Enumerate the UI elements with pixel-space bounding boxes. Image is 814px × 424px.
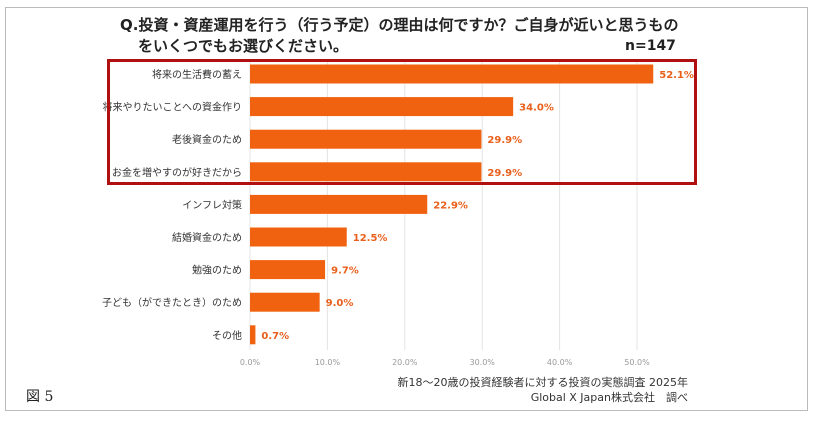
value-label: 22.9% — [433, 200, 468, 211]
value-label: 9.0% — [326, 298, 354, 309]
source-note: 新18～20歳の投資経験者に対する投資の実態調査 2025年 Global X … — [398, 375, 688, 405]
value-label: 34.0% — [519, 103, 554, 114]
x-tick-label: 10.0% — [315, 358, 341, 367]
x-tick-label: 40.0% — [547, 358, 573, 367]
bar — [250, 97, 514, 117]
chart-title: Q.投資・資産運用を行う（行う予定）の理由は何ですか？ご自身が近いと思うもの — [120, 16, 679, 34]
source-line-2: Global X Japan株式会社 調べ — [530, 391, 688, 404]
category-label: 勉強のため — [192, 264, 242, 277]
bar — [250, 292, 320, 312]
category-label: 子ども（ができたとき）のため — [102, 296, 242, 309]
bar — [250, 227, 347, 247]
category-label: お金を増やすのが好きだから — [112, 166, 242, 179]
x-tick-label: 50.0% — [624, 358, 650, 367]
bar — [250, 194, 428, 214]
category-label: 老後資金のため — [172, 133, 242, 146]
figure-label: 図 5 — [26, 389, 54, 405]
value-label: 29.9% — [487, 135, 522, 146]
category-label: 将来やりたいことへの資金作り — [103, 101, 243, 114]
x-tick-label: 30.0% — [469, 358, 495, 367]
bar — [250, 325, 256, 345]
x-tick-label: 20.0% — [392, 358, 418, 367]
value-label: 29.9% — [487, 168, 522, 179]
source-line-1: 新18～20歳の投資経験者に対する投資の実態調査 2025年 — [397, 376, 688, 389]
bar — [250, 162, 482, 182]
value-label: 12.5% — [353, 233, 388, 244]
category-label: その他 — [212, 329, 242, 342]
category-label: 結婚資金のため — [172, 231, 242, 244]
highlight-box — [107, 59, 697, 185]
sample-size: n=147 — [625, 38, 676, 54]
value-label: 9.7% — [331, 266, 359, 277]
value-label: 52.1% — [659, 70, 694, 81]
x-tick-label: 0.0% — [240, 358, 261, 367]
bar — [250, 260, 326, 280]
category-label: インフレ対策 — [182, 198, 242, 211]
figure-frame — [5, 7, 808, 411]
bar — [250, 129, 482, 149]
bar — [250, 64, 654, 84]
value-label: 0.7% — [261, 331, 289, 342]
chart-title-line2: をいくつでもお選びください。 — [138, 37, 349, 55]
category-label: 将来の生活費の蓄え — [152, 68, 242, 81]
